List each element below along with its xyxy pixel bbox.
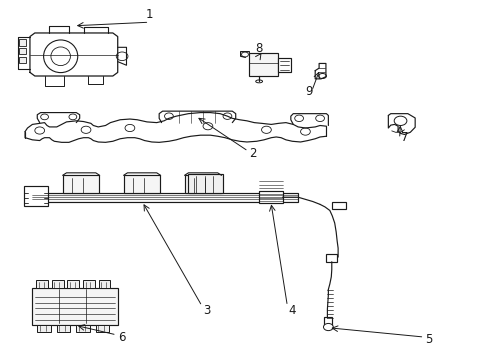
Text: 4: 4 <box>288 305 295 318</box>
Text: 2: 2 <box>249 147 256 159</box>
Bar <box>19 48 26 54</box>
Text: 8: 8 <box>255 42 262 55</box>
Circle shape <box>315 115 324 122</box>
Circle shape <box>241 52 248 57</box>
Circle shape <box>203 123 212 130</box>
Circle shape <box>223 113 231 120</box>
Bar <box>36 280 48 288</box>
Circle shape <box>35 127 44 134</box>
Circle shape <box>116 52 128 60</box>
Bar <box>96 325 109 332</box>
Circle shape <box>69 114 77 120</box>
Bar <box>184 175 221 193</box>
Bar <box>19 39 26 45</box>
Bar <box>99 280 110 288</box>
Circle shape <box>164 113 173 120</box>
Ellipse shape <box>51 47 70 66</box>
Circle shape <box>81 126 91 134</box>
Bar <box>326 254 336 262</box>
Circle shape <box>294 115 303 122</box>
Circle shape <box>393 116 406 126</box>
Ellipse shape <box>255 80 262 83</box>
Ellipse shape <box>318 73 326 78</box>
Bar <box>32 193 298 202</box>
Circle shape <box>261 126 271 134</box>
Bar <box>67 280 79 288</box>
Bar <box>83 280 95 288</box>
Bar <box>277 58 291 72</box>
Text: 7: 7 <box>400 131 407 144</box>
Bar <box>57 325 70 332</box>
Bar <box>52 280 63 288</box>
Bar <box>188 174 222 193</box>
Bar <box>76 325 90 332</box>
Ellipse shape <box>43 40 78 73</box>
Bar <box>249 53 277 76</box>
Bar <box>37 325 51 332</box>
Text: 9: 9 <box>305 85 312 98</box>
Text: 6: 6 <box>118 330 125 343</box>
Text: 1: 1 <box>145 9 153 22</box>
Text: 5: 5 <box>424 333 431 346</box>
Bar <box>32 288 118 325</box>
Circle shape <box>323 323 332 330</box>
Bar <box>123 175 160 193</box>
Circle shape <box>300 128 310 135</box>
Bar <box>62 175 99 193</box>
Bar <box>324 317 331 327</box>
Bar <box>259 191 282 203</box>
Bar <box>19 57 26 63</box>
Bar <box>24 186 47 206</box>
Circle shape <box>41 114 48 120</box>
Text: 3: 3 <box>203 305 210 318</box>
Circle shape <box>125 125 135 132</box>
Bar <box>331 202 345 210</box>
